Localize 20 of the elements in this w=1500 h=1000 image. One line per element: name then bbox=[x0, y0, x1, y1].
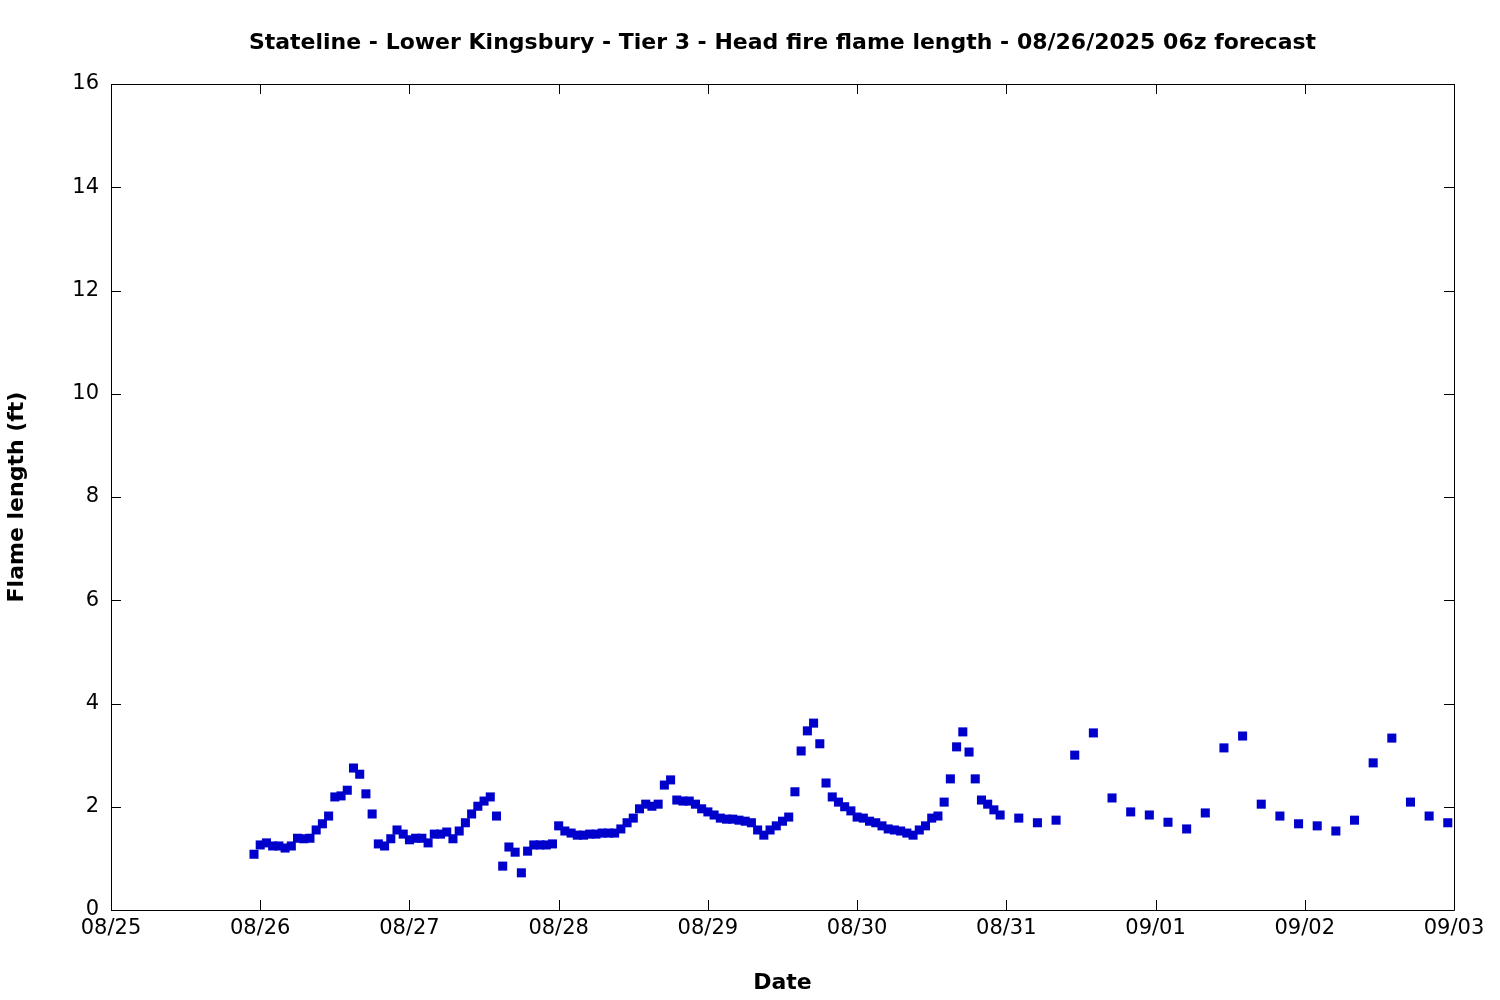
y-tick-label: 14 bbox=[72, 173, 99, 198]
x-tick-label: 09/03 bbox=[1423, 915, 1485, 940]
x-tick-label: 08/26 bbox=[229, 915, 291, 940]
y-tick-label: 2 bbox=[85, 793, 99, 818]
y-axis-title: Flame length (ft) bbox=[2, 391, 28, 603]
x-tick-label: 08/30 bbox=[826, 915, 888, 940]
y-tick-label: 8 bbox=[85, 483, 99, 508]
x-tick-label: 09/01 bbox=[1125, 915, 1186, 940]
chart-title: Stateline - Lower Kingsbury - Tier 3 - Head fire flame length - 08/26/2025 06z forecast bbox=[248, 28, 1317, 54]
x-axis-title: Date bbox=[753, 968, 812, 994]
x-tick-label: 08/27 bbox=[379, 915, 440, 940]
x-tick-label: 08/28 bbox=[528, 915, 589, 940]
y-tick-label: 6 bbox=[85, 586, 99, 611]
y-tick-label: 12 bbox=[72, 276, 99, 301]
x-tick-label: 08/29 bbox=[677, 915, 739, 940]
y-tick-label: 4 bbox=[85, 689, 99, 714]
y-tick-label: 16 bbox=[72, 70, 99, 95]
y-tick-label: 10 bbox=[72, 380, 99, 405]
x-tick-label: 08/31 bbox=[976, 915, 1037, 940]
x-tick-label: 09/02 bbox=[1274, 915, 1336, 940]
